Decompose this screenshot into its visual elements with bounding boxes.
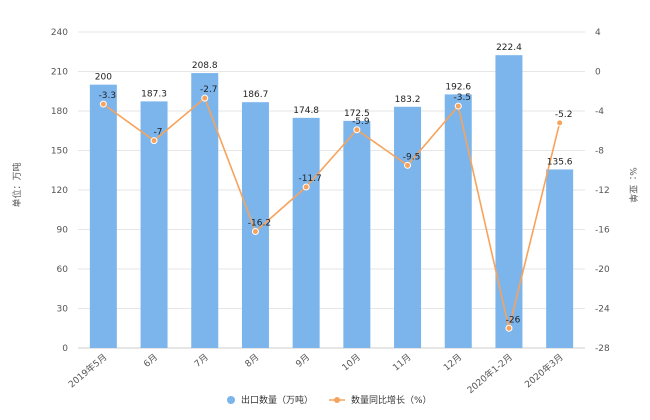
right-tick-label: -12	[595, 186, 610, 196]
left-tick-label: 0	[62, 344, 68, 354]
bar-value-label: 208.8	[192, 61, 218, 71]
bar-value-label: 222.4	[496, 43, 522, 53]
x-tick-label: 8月	[243, 352, 261, 370]
line-series	[99, 94, 564, 332]
left-axis-title: 单位：万吨	[11, 162, 23, 207]
x-tick-label: 2020年1-2月	[465, 351, 515, 396]
data-labels: 200 187.3 208.8 186.7 174.8 172.5 183.2 192.6 22…	[95, 43, 573, 325]
legend-bar-marker	[227, 396, 235, 404]
right-tick-label: -24	[595, 305, 610, 315]
left-tick-label: 180	[51, 107, 68, 117]
left-tick-label: 60	[57, 265, 69, 275]
bar-value-label: 183.2	[395, 95, 421, 105]
legend: 出口数量（万吨） 数量同比增长（%）	[227, 394, 432, 406]
line-value-label: -5.2	[555, 110, 573, 120]
left-tick-label: 90	[57, 226, 69, 236]
bar-value-label: 172.5	[344, 109, 370, 119]
bar-value-label: 200	[95, 73, 112, 83]
x-tick-label: 12月	[441, 352, 464, 374]
bar	[343, 120, 371, 348]
line-point	[556, 119, 564, 127]
left-tick-label: 210	[51, 68, 68, 78]
bar-value-label: 174.8	[293, 106, 319, 116]
bar	[241, 102, 269, 348]
left-tick-label: 30	[57, 305, 69, 315]
x-tick-label: 11月	[391, 352, 414, 374]
line-point	[99, 100, 107, 108]
left-axis-ticks: 0 30 60 90 120 150 180 210 240	[51, 28, 68, 354]
legend-bar-label: 出口数量（万吨）	[241, 394, 313, 406]
line-point	[201, 94, 209, 102]
line-point	[251, 227, 259, 235]
legend-line-dot	[334, 397, 340, 403]
line-value-label: -16.2	[248, 218, 271, 228]
bar	[292, 117, 320, 348]
right-axis-ticks: -28 -24 -20 -16 -12 -8 -4 0 4	[595, 28, 610, 354]
bar	[191, 73, 219, 348]
bar	[444, 94, 472, 348]
line-value-label: -2.7	[200, 85, 218, 95]
line-value-label: -9.5	[403, 152, 421, 162]
x-axis-ticks: 2019年5月 6月 7月 8月 9月 10月 11月 12月 2020年1-2月 2020年3月	[66, 351, 566, 396]
bar-value-label: 135.6	[547, 157, 573, 167]
x-tick-label: 7月	[192, 352, 210, 370]
x-tick-label: 2019年5月	[66, 351, 109, 390]
x-tick-label: 2020年3月	[522, 351, 565, 390]
legend-line-label: 数量同比增长（%）	[351, 394, 432, 406]
bar	[89, 84, 117, 349]
right-axis-title: %：亚单	[627, 167, 639, 203]
bar	[546, 169, 574, 348]
right-tick-label: 0	[595, 68, 601, 78]
x-tick-label: 9月	[294, 352, 312, 370]
line-value-label: -11.7	[299, 174, 322, 184]
left-tick-label: 240	[51, 28, 68, 38]
bar-series	[89, 55, 574, 349]
bar	[495, 55, 523, 348]
line-point	[404, 161, 412, 169]
x-tick-label: 6月	[142, 352, 160, 370]
bar-value-label: 186.7	[243, 90, 269, 100]
left-tick-label: 120	[51, 186, 68, 196]
line-point	[150, 137, 158, 145]
line-value-label: -3.5	[453, 93, 471, 103]
line-point	[454, 102, 462, 110]
right-tick-label: 4	[595, 28, 601, 38]
right-tick-label: -4	[595, 107, 604, 117]
line-value-label: -26	[506, 315, 521, 325]
line-point	[505, 324, 513, 332]
line-value-label: -3.3	[99, 91, 117, 101]
line-point	[353, 126, 361, 134]
x-tick-label: 10月	[340, 352, 363, 374]
line-point	[302, 183, 310, 191]
right-tick-label: -8	[595, 147, 604, 157]
right-tick-label: -28	[595, 344, 610, 354]
growth-line	[102, 96, 561, 329]
right-tick-label: -16	[595, 226, 610, 236]
bar-value-label: 192.6	[445, 82, 471, 92]
line-value-label: -7	[154, 128, 163, 138]
right-tick-label: -20	[595, 265, 610, 275]
left-tick-label: 150	[51, 147, 68, 157]
line-value-label: -5.9	[352, 117, 370, 127]
bar	[394, 106, 422, 348]
bar-value-label: 187.3	[141, 89, 167, 99]
